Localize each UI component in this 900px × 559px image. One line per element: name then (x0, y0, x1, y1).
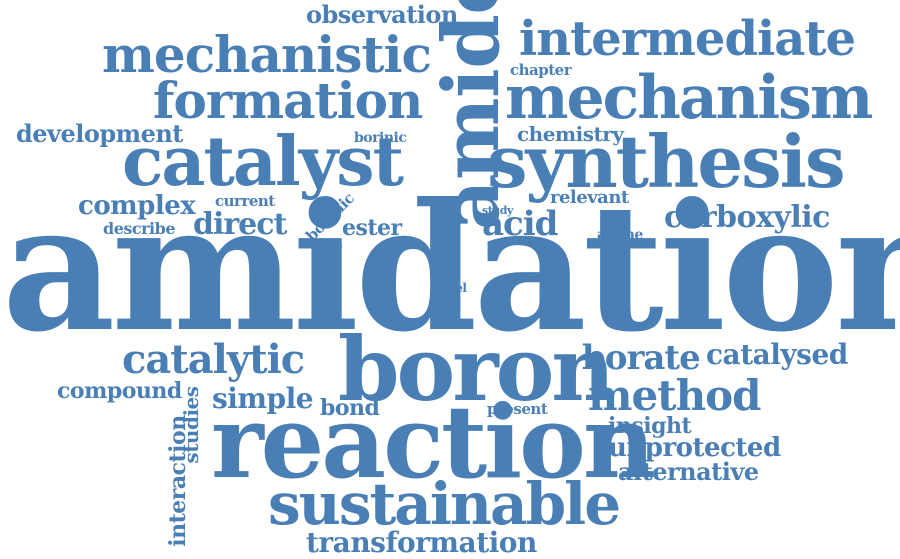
word-transformation: transformation (306, 529, 537, 557)
word-catalytic: catalytic (122, 340, 304, 380)
word-formation: formation (153, 76, 422, 126)
word-borinic: borinic (354, 131, 406, 145)
word-chemistry: chemistry (517, 124, 623, 144)
word-borate: borate (582, 341, 700, 375)
word-amine: amine (597, 228, 643, 242)
word-alternative: alternative (618, 460, 759, 484)
word-catalysed: catalysed (706, 341, 848, 369)
word-observation: observation (306, 3, 458, 27)
word-ester: ester (342, 217, 402, 239)
word-development: development (16, 122, 183, 146)
word-interaction: interaction (167, 411, 189, 551)
word-present: present (487, 402, 547, 417)
word-complex: complex (78, 193, 195, 219)
word-intermediate: intermediate (519, 15, 855, 63)
word-compound: compound (57, 380, 182, 402)
word-insight: insight (608, 415, 691, 437)
word-novel: novel (433, 282, 466, 294)
word-relevant: relevant (550, 189, 629, 207)
word-method: method (588, 375, 760, 417)
word-bond: bond (320, 397, 379, 419)
word-sustainable: sustainable (268, 475, 619, 533)
word-simple: simple (212, 385, 313, 413)
word-describe: describe (103, 221, 175, 237)
word-current: current (215, 194, 275, 209)
word-study: study (482, 205, 513, 216)
word-carboxylic: carboxylic (664, 203, 830, 233)
word-direct: direct (193, 210, 286, 240)
word-chapter: chapter (510, 63, 571, 78)
